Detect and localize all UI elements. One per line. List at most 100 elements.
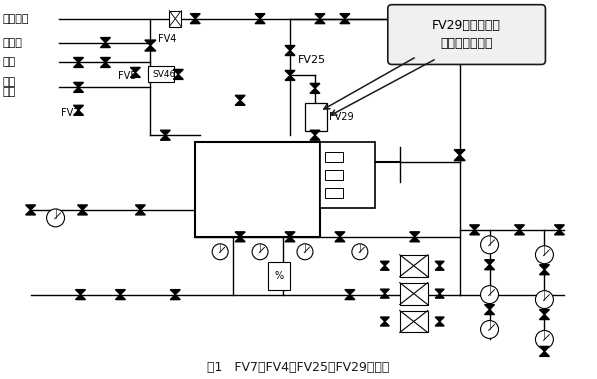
Polygon shape <box>145 45 156 51</box>
Polygon shape <box>345 294 355 299</box>
Polygon shape <box>515 230 525 235</box>
Polygon shape <box>73 88 84 92</box>
Polygon shape <box>255 14 265 19</box>
Polygon shape <box>435 289 444 294</box>
Polygon shape <box>235 100 245 105</box>
Polygon shape <box>435 266 444 270</box>
Polygon shape <box>435 321 444 326</box>
Text: FV7: FV7 <box>60 108 79 118</box>
Polygon shape <box>310 130 320 135</box>
Polygon shape <box>540 270 549 275</box>
Polygon shape <box>380 266 389 270</box>
Polygon shape <box>78 210 88 215</box>
Polygon shape <box>75 290 85 294</box>
Polygon shape <box>485 265 494 270</box>
Polygon shape <box>410 237 420 242</box>
Polygon shape <box>454 155 465 161</box>
Polygon shape <box>285 45 295 50</box>
Polygon shape <box>255 19 265 23</box>
Polygon shape <box>380 317 389 321</box>
Polygon shape <box>485 305 494 310</box>
Text: FV29: FV29 <box>329 112 353 122</box>
Bar <box>400 255 427 277</box>
Polygon shape <box>100 42 110 47</box>
Polygon shape <box>345 290 355 294</box>
Polygon shape <box>410 232 420 237</box>
Polygon shape <box>26 205 36 210</box>
Circle shape <box>252 244 268 260</box>
Polygon shape <box>540 265 549 270</box>
Polygon shape <box>310 135 320 140</box>
Polygon shape <box>315 19 325 23</box>
Polygon shape <box>235 232 245 237</box>
Polygon shape <box>485 310 494 315</box>
Polygon shape <box>115 294 125 299</box>
Polygon shape <box>470 230 479 235</box>
Polygon shape <box>190 14 200 19</box>
Polygon shape <box>130 72 140 77</box>
Polygon shape <box>435 317 444 321</box>
Bar <box>320 142 375 208</box>
Bar <box>325 188 343 198</box>
Polygon shape <box>190 19 200 23</box>
Polygon shape <box>310 83 320 88</box>
Polygon shape <box>100 63 110 67</box>
Text: FV5: FV5 <box>118 71 137 81</box>
Text: FV25: FV25 <box>298 55 326 66</box>
Polygon shape <box>435 294 444 298</box>
Polygon shape <box>380 321 389 326</box>
Polygon shape <box>73 105 84 110</box>
Polygon shape <box>161 135 170 140</box>
Text: FV29该气动阀的
先导电磁阀故障: FV29该气动阀的 先导电磁阀故障 <box>432 19 501 50</box>
Polygon shape <box>335 232 345 237</box>
Polygon shape <box>380 261 389 266</box>
FancyBboxPatch shape <box>388 5 546 64</box>
Polygon shape <box>540 315 549 319</box>
Bar <box>268 262 290 290</box>
Circle shape <box>212 244 228 260</box>
Polygon shape <box>285 237 295 242</box>
Polygon shape <box>485 260 494 265</box>
Circle shape <box>536 330 553 348</box>
Text: 洁净: 洁净 <box>3 77 16 88</box>
Polygon shape <box>26 210 36 215</box>
Bar <box>195 142 320 237</box>
Bar <box>170 11 181 27</box>
Polygon shape <box>100 58 110 63</box>
Polygon shape <box>540 346 549 351</box>
Polygon shape <box>285 50 295 55</box>
Polygon shape <box>540 310 549 315</box>
Polygon shape <box>73 58 84 63</box>
Circle shape <box>352 244 368 260</box>
Circle shape <box>481 236 498 254</box>
Circle shape <box>47 209 64 227</box>
Polygon shape <box>235 96 245 100</box>
Polygon shape <box>170 294 180 299</box>
Polygon shape <box>310 88 320 93</box>
Polygon shape <box>285 75 295 80</box>
Bar <box>400 283 427 305</box>
Circle shape <box>536 291 553 309</box>
Polygon shape <box>435 261 444 266</box>
Circle shape <box>481 286 498 304</box>
Polygon shape <box>555 230 564 235</box>
Text: 图1   FV7、FV4、FV25、FV29气动阀: 图1 FV7、FV4、FV25、FV29气动阀 <box>207 361 389 374</box>
Polygon shape <box>285 232 295 237</box>
Circle shape <box>536 246 553 264</box>
Polygon shape <box>73 63 84 67</box>
Circle shape <box>481 321 498 338</box>
Text: SV46: SV46 <box>152 70 176 79</box>
Polygon shape <box>555 225 564 230</box>
Bar <box>325 152 343 162</box>
Polygon shape <box>130 67 140 72</box>
Polygon shape <box>335 237 345 242</box>
Polygon shape <box>78 205 88 210</box>
Text: 纯蒸汽: 纯蒸汽 <box>3 38 23 47</box>
Text: 注射用水: 注射用水 <box>3 14 29 23</box>
Text: 空气: 空气 <box>3 87 16 97</box>
Bar <box>305 103 327 131</box>
Polygon shape <box>470 225 479 230</box>
Polygon shape <box>340 14 350 19</box>
Polygon shape <box>145 40 156 45</box>
Polygon shape <box>173 69 183 74</box>
